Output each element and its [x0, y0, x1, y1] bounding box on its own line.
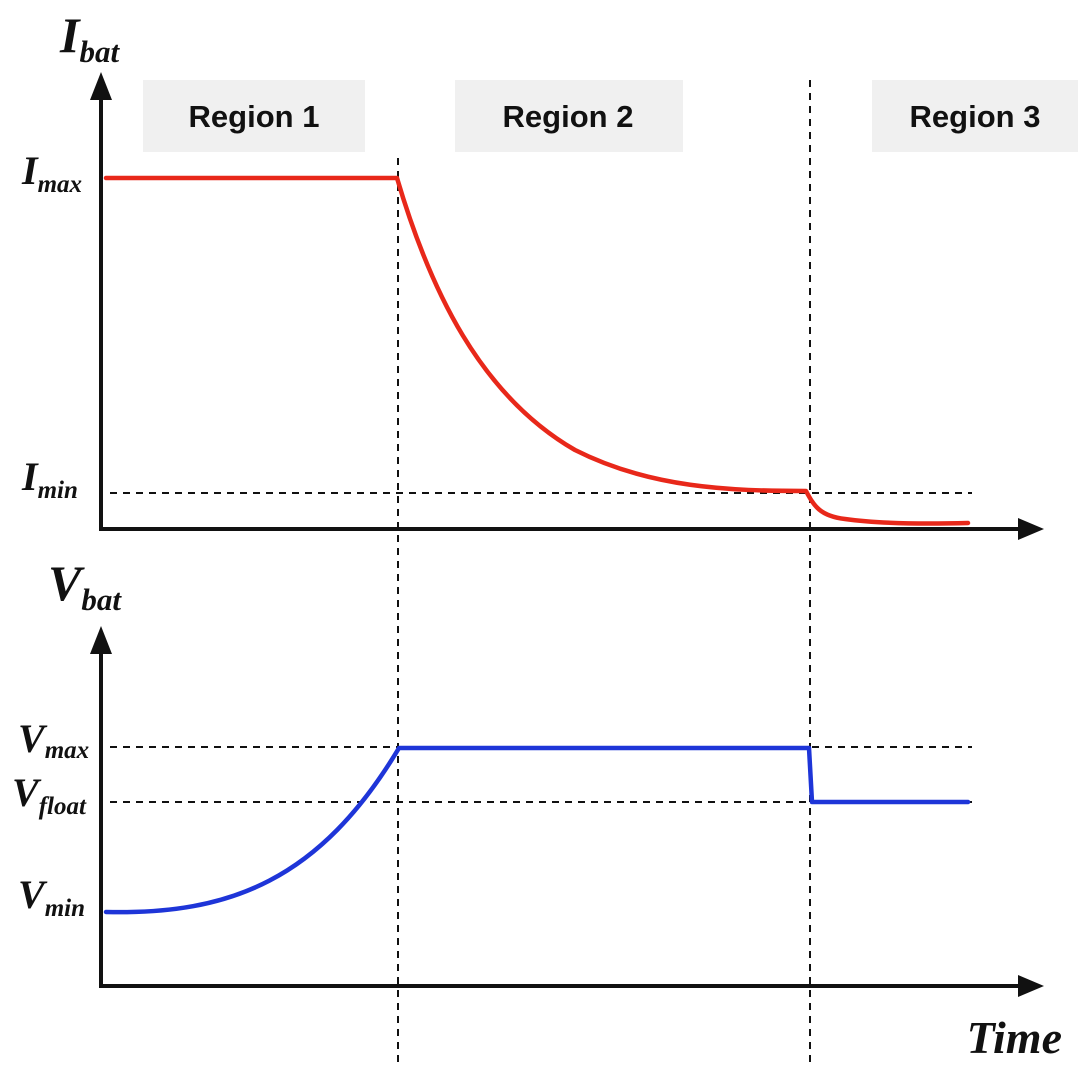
v-max-level-label: Vmax [18, 716, 89, 764]
v-min-level-label: Vmin [18, 872, 85, 922]
i-max-level-label: Imax [21, 148, 82, 198]
v-float-main: V [12, 770, 42, 815]
region-3-label: Region 3 [910, 99, 1041, 134]
region-1-label: Region 1 [189, 99, 320, 134]
current-x-axis-arrow [1018, 518, 1044, 540]
i-max-sub: max [38, 171, 82, 198]
i-min-main: I [21, 454, 39, 499]
v-max-main: V [18, 716, 48, 761]
voltage-x-axis-arrow [1018, 975, 1044, 997]
current-y-axis-arrow [90, 72, 112, 100]
v-float-level-label: Vfloat [12, 770, 87, 820]
i-bat-main: I [59, 7, 81, 63]
voltage-axes [90, 626, 1044, 997]
current-axes [90, 72, 1044, 540]
v-bat-axis-label: Vbat [48, 555, 122, 617]
v-float-sub: float [39, 793, 87, 820]
v-bat-sub: bat [81, 582, 122, 617]
region-1-background [143, 80, 365, 152]
i-bat-axis-label: Ibat [59, 7, 120, 69]
v-min-main: V [18, 872, 48, 917]
region-2-label: Region 2 [503, 99, 634, 134]
region-2-box: Region 2 [455, 80, 683, 152]
time-axis-label: Time [967, 1012, 1062, 1063]
battery-current-curve [103, 175, 971, 526]
i-min-sub: min [38, 477, 78, 504]
region-3-box: Region 3 [872, 80, 1078, 152]
i-bat-sub: bat [79, 34, 120, 69]
region-1-box: Region 1 [143, 80, 365, 152]
v-bat-main: V [48, 555, 85, 611]
v-min-sub: min [45, 895, 85, 922]
region-2-background [455, 80, 683, 152]
i-max-main: I [21, 148, 39, 193]
v-max-sub: max [45, 737, 89, 764]
voltage-y-axis-arrow [90, 626, 112, 654]
battery-voltage-curve [103, 745, 971, 915]
region-3-background [872, 80, 1078, 152]
i-min-level-label: Imin [21, 454, 78, 504]
